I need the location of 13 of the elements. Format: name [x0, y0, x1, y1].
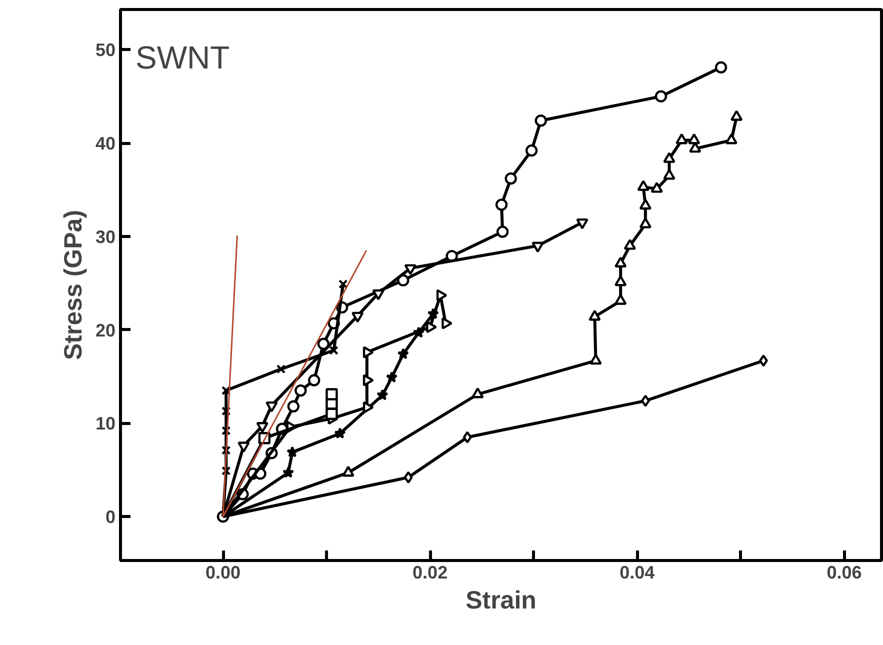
annotation: SWNT: [136, 40, 230, 76]
y-axis-title: Stress (GPa): [59, 210, 88, 360]
x-tick-label: 0.00: [205, 562, 241, 582]
x-axis-title: Strain: [466, 586, 536, 614]
x-tick-label: 0.04: [620, 562, 655, 582]
x-tick-label: 0.06: [826, 562, 862, 582]
y-tick-label: 20: [95, 320, 116, 340]
y-tick-label: 40: [95, 134, 116, 154]
y-tick-label: 10: [95, 414, 116, 434]
y-tick-label: 50: [95, 40, 116, 60]
y-tick-label: 0: [105, 507, 116, 528]
x-tick-label: 0.02: [412, 562, 448, 582]
y-tick-label: 30: [95, 226, 116, 247]
